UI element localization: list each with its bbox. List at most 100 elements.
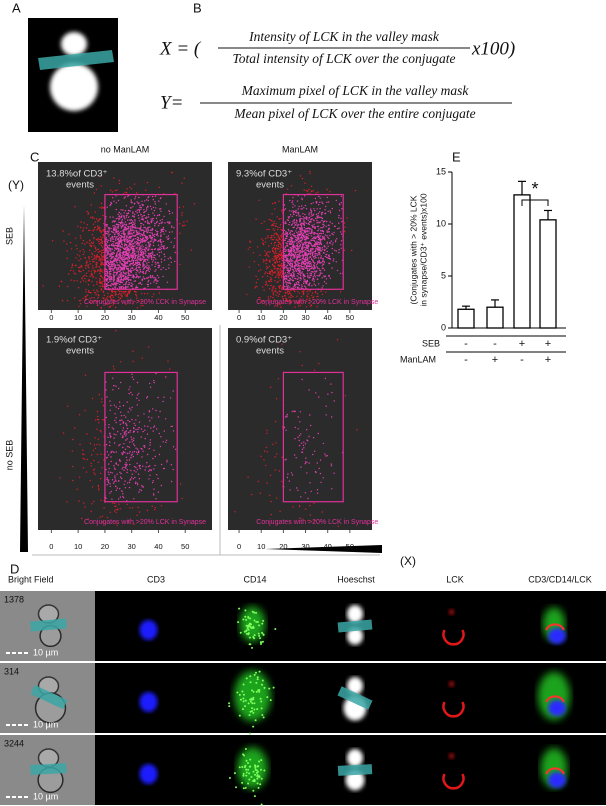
- event-dot: [106, 297, 108, 299]
- event-dot: [294, 252, 296, 254]
- event-dot: [102, 290, 105, 292]
- event-dot: [109, 233, 111, 235]
- event-dot: [128, 216, 130, 218]
- event-dot: [129, 463, 131, 466]
- event-dot: [97, 461, 100, 463]
- event-dot: [133, 445, 136, 447]
- event-dot: [142, 229, 144, 232]
- cd14-speckle: [256, 678, 259, 681]
- event-dot: [296, 283, 298, 285]
- event-dot: [286, 290, 288, 292]
- gate-label: Conjugates with >20% LCK in Synapse: [84, 519, 206, 526]
- event-dot: [62, 432, 65, 434]
- event-dot: [78, 255, 81, 257]
- event-dot: [99, 272, 101, 275]
- event-dot: [278, 301, 280, 304]
- event-dot: [305, 264, 308, 267]
- event-dot: [116, 247, 118, 250]
- event-dot: [91, 274, 93, 276]
- event-dot: [142, 265, 144, 267]
- event-dot: [308, 217, 310, 219]
- event-dot: [297, 303, 300, 305]
- event-dot: [98, 422, 100, 424]
- event-dot: [317, 250, 319, 252]
- event-dot: [335, 199, 337, 202]
- cd14-speckle: [260, 641, 263, 644]
- event-dot: [97, 304, 99, 307]
- cd14-speckle: [255, 681, 258, 684]
- event-dot: [293, 219, 296, 221]
- event-dot: [92, 229, 94, 232]
- event-dot: [147, 255, 149, 257]
- event-dot: [146, 262, 148, 264]
- event-dot: [289, 210, 291, 212]
- event-dot: [300, 272, 302, 274]
- cd14-speckle: [242, 618, 245, 621]
- event-dot: [329, 234, 331, 237]
- event-dot: [102, 256, 105, 258]
- event-dot: [317, 242, 319, 244]
- cd14-speckle: [241, 766, 244, 769]
- cd14-speckle: [249, 765, 252, 768]
- event-dot: [128, 260, 130, 262]
- event-dot: [278, 261, 281, 263]
- event-dot: [126, 240, 128, 242]
- event-dot: [252, 252, 255, 254]
- event-dot: [105, 248, 107, 251]
- event-dot: [131, 256, 133, 258]
- event-dot: [126, 425, 128, 427]
- event-dot: [126, 246, 128, 249]
- event-dot: [328, 274, 330, 277]
- event-dot: [305, 218, 308, 220]
- event-dot: [86, 241, 88, 244]
- event-dot: [118, 248, 120, 250]
- event-dot: [324, 276, 326, 278]
- event-dot: [301, 233, 303, 236]
- event-dot: [63, 240, 65, 242]
- event-dot: [311, 294, 313, 297]
- event-dot: [118, 444, 120, 447]
- event-dot: [270, 386, 272, 388]
- event-dot: [141, 244, 143, 246]
- column-header: Hoeschst: [337, 574, 375, 584]
- event-dot: [108, 228, 110, 230]
- event-dot: [148, 223, 151, 225]
- gate: [104, 193, 178, 290]
- event-dot: [141, 238, 144, 241]
- event-dot: [272, 259, 275, 262]
- event-dot: [127, 231, 129, 233]
- event-dot: [148, 196, 150, 198]
- event-dot: [115, 237, 117, 239]
- event-dot: [295, 209, 297, 212]
- event-dot: [311, 218, 313, 220]
- event-dot: [108, 227, 111, 229]
- event-dot: [267, 296, 269, 298]
- event-dot: [302, 216, 304, 218]
- event-dot: [127, 260, 129, 263]
- event-dot: [131, 406, 133, 409]
- cd14-speckle: [252, 789, 255, 792]
- event-dot: [132, 360, 134, 363]
- event-dot: [115, 254, 118, 256]
- event-dot: [124, 243, 127, 246]
- event-dot: [290, 301, 293, 303]
- event-dot: [131, 227, 134, 229]
- event-dot: [330, 383, 332, 385]
- cd14-speckle: [241, 781, 244, 784]
- event-dot: [147, 346, 150, 348]
- event-dot: [289, 262, 292, 265]
- event-dot: [277, 241, 280, 243]
- cd14-speckle: [262, 619, 265, 622]
- event-dot: [291, 410, 293, 413]
- event-dot: [129, 479, 131, 481]
- event-dot: [136, 394, 139, 396]
- event-dot: [278, 274, 280, 276]
- event-dot: [112, 377, 114, 379]
- event-dot: [107, 436, 109, 438]
- event-dot: [310, 273, 313, 275]
- event-dot: [314, 272, 316, 275]
- event-dot: [154, 233, 156, 236]
- event-dot: [136, 192, 138, 194]
- event-dot: [130, 201, 132, 203]
- event-dot: [147, 276, 150, 278]
